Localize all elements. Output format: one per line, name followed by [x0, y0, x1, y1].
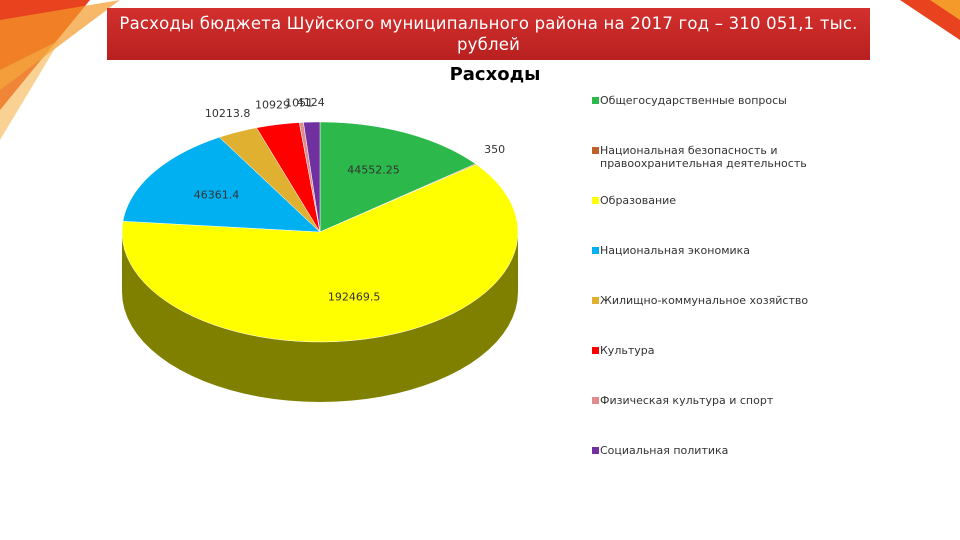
legend-label: Жилищно-коммунальное хозяйство: [600, 294, 809, 307]
chart-title: Расходы: [449, 64, 541, 85]
legend-label: Национальная безопасность и правоохранит…: [600, 144, 807, 170]
data-label: 4124: [297, 96, 325, 109]
slice: [303, 121, 321, 233]
legend-swatch: [592, 347, 599, 354]
legend-swatch: [592, 197, 599, 204]
legend-label: Физическая культура и спорт: [600, 394, 774, 407]
legend-swatch: [592, 147, 599, 154]
legend-swatch: [592, 397, 599, 404]
legend-label: Национальная экономика: [600, 244, 751, 257]
legend-entry: Жилищно-коммунальное хозяйство: [592, 294, 835, 307]
legend-entry: Общегосударственные вопросы: [592, 94, 835, 107]
legend-swatch: [592, 447, 599, 454]
slice: [319, 121, 476, 233]
legend-swatch: [592, 247, 599, 254]
legend-swatch: [592, 97, 599, 104]
slice: [298, 122, 321, 233]
slice: [218, 127, 321, 233]
data-label: 192469.5: [328, 291, 381, 304]
header: Расходы бюджета Шуйского муниципального …: [107, 8, 870, 60]
data-label: 10213.8: [205, 107, 251, 120]
legend-entry: Социальная политика: [592, 444, 835, 457]
legend-entry: Культура: [592, 344, 835, 357]
slice-side: [122, 232, 518, 402]
data-label: 350: [484, 143, 505, 156]
slice: [122, 136, 321, 233]
slice: [256, 122, 321, 233]
legend-swatch: [592, 297, 599, 304]
legend-entry: Образование: [592, 194, 835, 207]
legend-entry: Национальная экономика: [592, 244, 835, 257]
deco: [930, 0, 960, 20]
legend-label: Общегосударственные вопросы: [600, 94, 787, 107]
data-label: 1051: [285, 96, 313, 109]
legend-label: Культура: [600, 344, 655, 357]
pie: 44552.25 350 192469.5 46361.4 10213.8 1092910…: [121, 96, 519, 402]
slice: [121, 164, 519, 343]
legend-label: Образование: [600, 194, 677, 207]
deco: [0, 40, 60, 140]
legend-label: Социальная политика: [600, 444, 729, 457]
data-label: 10929: [255, 99, 290, 112]
legend-entry: Физическая культура и спорт: [592, 394, 835, 407]
legend-entry: Национальная безопасность и правоохранит…: [592, 144, 835, 170]
data-label: 46361.4: [194, 188, 240, 201]
data-label: 44552.25: [347, 164, 400, 177]
